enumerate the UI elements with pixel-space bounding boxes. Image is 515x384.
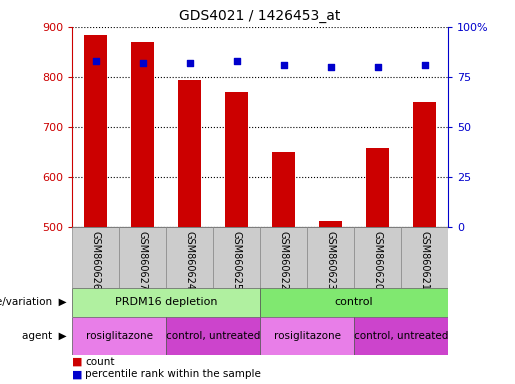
Text: GSM860624: GSM860624 (184, 232, 195, 290)
Text: GSM860627: GSM860627 (138, 232, 148, 291)
Bar (272, 152, 295, 227)
Bar (413, 102, 436, 227)
Bar (354, 227, 401, 288)
Text: rosiglitazone: rosiglitazone (85, 331, 152, 341)
Text: GSM860625: GSM860625 (232, 232, 242, 291)
Text: ■: ■ (72, 369, 82, 379)
Title: GDS4021 / 1426453_at: GDS4021 / 1426453_at (179, 9, 341, 23)
Text: percentile rank within the sample: percentile rank within the sample (85, 369, 261, 379)
Bar (319, 220, 342, 227)
Bar (401, 227, 448, 288)
Bar (72, 288, 260, 317)
Point (327, 64, 335, 70)
Point (280, 62, 288, 68)
Bar (260, 227, 307, 288)
Bar (260, 317, 354, 355)
Bar (72, 227, 119, 288)
Point (420, 62, 428, 68)
Bar (225, 92, 248, 227)
Text: GSM860626: GSM860626 (91, 232, 100, 290)
Text: PRDM16 depletion: PRDM16 depletion (115, 297, 217, 308)
Point (232, 58, 241, 64)
Bar (366, 148, 389, 227)
Bar (84, 35, 107, 227)
Text: count: count (85, 357, 114, 367)
Text: GSM860620: GSM860620 (372, 232, 383, 290)
Text: agent  ▶: agent ▶ (22, 331, 67, 341)
Bar (213, 227, 260, 288)
Bar (307, 227, 354, 288)
Bar (178, 80, 201, 227)
Bar (166, 227, 213, 288)
Text: control: control (335, 297, 373, 308)
Point (185, 60, 194, 66)
Text: control, untreated: control, untreated (166, 331, 260, 341)
Text: GSM860623: GSM860623 (325, 232, 336, 290)
Text: ■: ■ (72, 357, 82, 367)
Bar (260, 288, 448, 317)
Text: GSM860621: GSM860621 (420, 232, 430, 290)
Text: control, untreated: control, untreated (354, 331, 448, 341)
Text: GSM860622: GSM860622 (279, 232, 288, 291)
Point (373, 64, 382, 70)
Bar (354, 317, 448, 355)
Text: rosiglitazone: rosiglitazone (273, 331, 340, 341)
Point (92, 58, 100, 64)
Bar (166, 317, 260, 355)
Bar (131, 42, 154, 227)
Bar (72, 317, 166, 355)
Point (139, 60, 147, 66)
Bar (119, 227, 166, 288)
Text: genotype/variation  ▶: genotype/variation ▶ (0, 297, 67, 308)
